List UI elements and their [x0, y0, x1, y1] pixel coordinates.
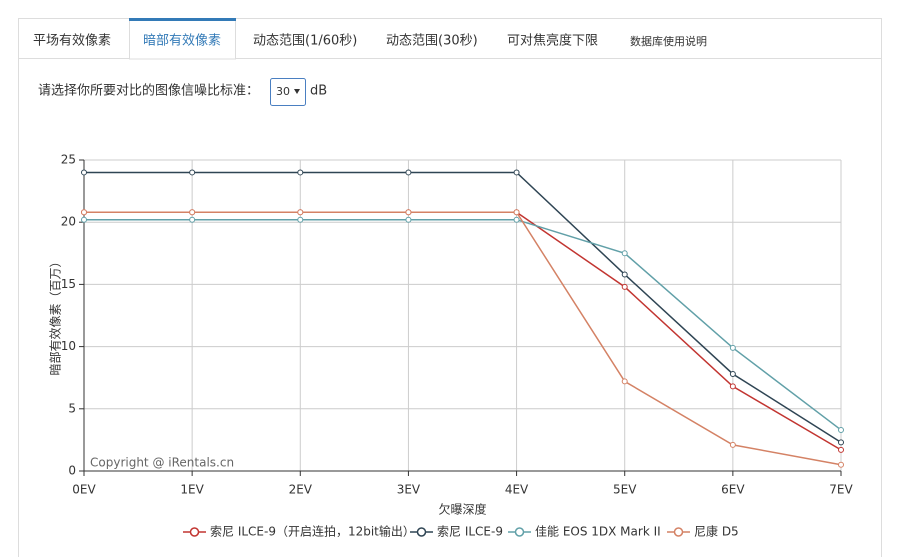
data-point: [297, 169, 304, 176]
y-tick-label: 10: [61, 339, 76, 353]
data-point: [405, 209, 412, 216]
data-point: [729, 441, 736, 448]
series-line: [84, 211, 842, 466]
data-point: [405, 169, 412, 176]
data-point: [729, 383, 736, 390]
x-tick-label: 6EV: [721, 483, 745, 497]
tab[interactable]: 平场有效像素: [33, 34, 111, 49]
legend-marker: [416, 527, 427, 537]
data-point: [513, 209, 520, 216]
y-tick-label: 20: [61, 215, 76, 229]
tab[interactable]: 可对焦亮度下限: [507, 33, 598, 49]
data-point: [621, 271, 628, 278]
panel: [18, 18, 882, 557]
legend-label[interactable]: 佳能 EOS 1DX Mark II: [535, 525, 661, 539]
x-tick-label: 0EV: [72, 483, 96, 497]
data-point: [513, 169, 520, 176]
select-value[interactable]: 30: [276, 85, 290, 98]
active-tab-bg: [129, 19, 236, 60]
data-point: [729, 370, 736, 377]
unit: dB: [310, 84, 327, 99]
data-point: [838, 461, 844, 468]
data-point: [838, 426, 844, 433]
data-point: [513, 216, 520, 223]
tab[interactable]: 动态范围(1/60秒): [253, 34, 357, 49]
data-point: [297, 216, 304, 223]
data-point: [621, 250, 628, 257]
data-point: [621, 378, 628, 385]
x-tick-label: 7EV: [829, 483, 853, 497]
tab[interactable]: 数据库使用说明: [630, 34, 707, 48]
series-line: [84, 218, 842, 431]
select[interactable]: [270, 78, 306, 106]
x-axis-title: 欠曝深度: [438, 502, 486, 517]
y-tick-label: 5: [68, 401, 76, 415]
data-point: [189, 209, 196, 216]
x-tick-label: 2EV: [289, 483, 313, 497]
data-point: [81, 216, 87, 223]
data-point: [189, 216, 196, 223]
tab[interactable]: 动态范围(30秒): [386, 34, 478, 49]
data-point: [405, 216, 412, 223]
prompt: 请选择你所要对比的图像信噪比标准：: [38, 83, 259, 99]
data-point: [621, 283, 628, 290]
tab-active[interactable]: 暗部有效像素: [143, 34, 221, 49]
data-point: [81, 169, 87, 176]
legend-label[interactable]: 尼康 D5: [694, 524, 739, 539]
x-tick-label: 5EV: [613, 483, 637, 497]
data-point: [189, 169, 196, 176]
x-tick-label: 3EV: [397, 483, 421, 497]
legend-marker: [189, 527, 200, 537]
y-axis-title: 暗部有效像素（百万）: [48, 255, 63, 375]
legend-marker: [673, 527, 684, 537]
chart: 0 5 10 15 20 25 0EV 1EV 2EV 3EV 4EV 5EV 6EV 7EV 欠曝深度 暗部…: [48, 153, 854, 539]
active-tab-indicator: [129, 18, 236, 21]
data-point: [81, 209, 87, 216]
data-point: [838, 446, 844, 453]
legend-label[interactable]: 索尼 ILCE-9（开启连拍，12bit输出）: [210, 524, 415, 539]
data-point: [297, 209, 304, 216]
data-point: [729, 344, 736, 351]
x-tick-label: 1EV: [180, 483, 204, 497]
select-arrow: [294, 89, 300, 94]
legend-marker: [514, 527, 525, 537]
x-tick-label: 4EV: [505, 483, 529, 497]
y-tick-label: 0: [68, 464, 76, 478]
data-point: [838, 439, 844, 446]
series-line: [84, 171, 842, 444]
watermark: Copyright @ iRentals.cn: [90, 456, 234, 470]
legend-label[interactable]: 索尼 ILCE-9: [437, 525, 503, 539]
y-tick-label: 25: [61, 153, 76, 167]
y-tick-label: 15: [61, 277, 76, 291]
